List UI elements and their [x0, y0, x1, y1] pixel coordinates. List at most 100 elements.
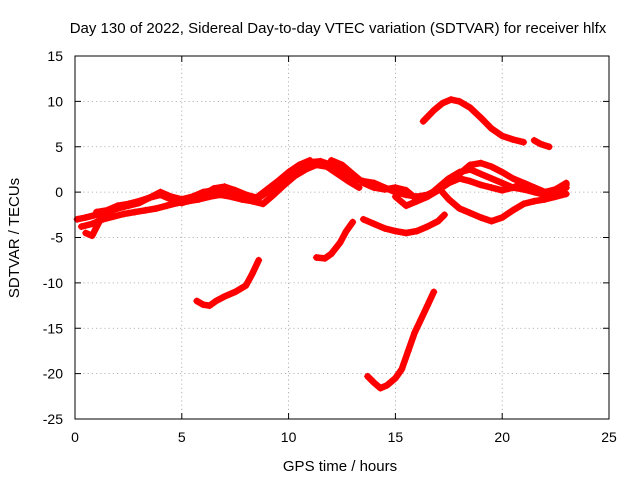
data-point — [488, 175, 496, 183]
data-point — [466, 177, 474, 185]
data-point — [359, 177, 367, 185]
data-point — [167, 195, 175, 203]
y-tick-label: 0 — [55, 184, 63, 200]
data-point — [285, 168, 293, 176]
data-point — [381, 184, 389, 192]
data-series-track-i — [419, 96, 528, 146]
data-point — [466, 104, 474, 112]
data-point — [295, 161, 303, 169]
data-point — [509, 175, 517, 183]
data-point — [477, 181, 485, 189]
data-point — [259, 200, 267, 208]
data-series-track-m — [359, 211, 449, 237]
data-point — [114, 202, 122, 210]
data-point — [321, 254, 329, 262]
data-point — [562, 181, 570, 189]
data-point — [323, 163, 331, 171]
data-point — [105, 211, 113, 219]
data-point — [402, 202, 410, 210]
data-point — [342, 227, 350, 235]
data-series-group — [73, 96, 570, 392]
x-tick-label: 10 — [281, 429, 297, 445]
data-point — [423, 302, 431, 310]
data-point — [97, 215, 105, 223]
data-point — [477, 214, 485, 222]
data-point — [530, 184, 538, 192]
data-point — [141, 206, 149, 214]
x-axis-label: GPS time / hours — [283, 458, 397, 475]
data-point — [199, 301, 207, 309]
data-point — [242, 191, 250, 199]
data-point — [430, 106, 438, 114]
data-series-track-l — [312, 218, 357, 262]
data-point — [552, 186, 560, 194]
data-point — [509, 135, 517, 143]
data-point — [438, 99, 446, 107]
data-series-track-j — [530, 136, 553, 151]
data-point — [488, 163, 496, 171]
data-point — [263, 185, 271, 193]
data-point — [88, 220, 96, 228]
data-point — [212, 297, 220, 305]
data-point — [402, 229, 410, 237]
data-point — [498, 168, 506, 176]
data-series-track-k — [193, 256, 263, 310]
data-point — [488, 184, 496, 192]
data-point — [152, 204, 160, 212]
data-point — [82, 229, 90, 237]
x-tick-label: 5 — [178, 429, 186, 445]
data-point — [124, 200, 132, 208]
data-point — [291, 172, 299, 180]
data-point — [238, 195, 246, 203]
data-point — [248, 270, 256, 278]
data-point — [423, 193, 431, 201]
data-point — [552, 193, 560, 201]
data-point — [193, 297, 201, 305]
data-point — [381, 224, 389, 232]
x-tick-label: 25 — [601, 429, 617, 445]
chart-title: Day 130 of 2022, Sidereal Day-to-day VTE… — [70, 20, 607, 37]
data-point — [477, 170, 485, 178]
data-point — [199, 191, 207, 199]
data-point — [370, 220, 378, 228]
data-point — [488, 125, 496, 133]
data-point — [402, 191, 410, 199]
data-point — [77, 223, 85, 231]
series-band — [82, 211, 113, 239]
x-tick-label: 20 — [494, 429, 510, 445]
data-point — [445, 179, 453, 187]
data-point — [344, 177, 352, 185]
data-point — [359, 215, 367, 223]
data-point — [498, 186, 506, 194]
data-point — [280, 181, 288, 189]
series-band — [419, 96, 527, 146]
data-series-track-h — [438, 188, 570, 225]
data-point — [537, 140, 545, 148]
y-tick-label: -20 — [43, 366, 63, 382]
data-point — [466, 209, 474, 217]
data-point — [417, 315, 425, 323]
axis-ticks — [74, 55, 610, 420]
series-band — [439, 188, 570, 225]
data-point — [370, 179, 378, 187]
data-point — [445, 195, 453, 203]
data-point — [477, 114, 485, 122]
y-tick-label: 15 — [47, 48, 63, 64]
data-point — [391, 374, 399, 382]
data-point — [327, 156, 335, 164]
data-point — [336, 239, 344, 247]
data-point — [355, 184, 363, 192]
data-point — [210, 184, 218, 192]
data-point — [520, 200, 528, 208]
data-point — [391, 193, 399, 201]
data-point — [92, 208, 100, 216]
y-tick-label: 5 — [55, 139, 63, 155]
data-point — [163, 202, 171, 210]
data-point — [221, 183, 229, 191]
data-point — [376, 384, 384, 392]
data-point — [349, 218, 357, 226]
y-tick-label: -5 — [51, 230, 64, 246]
data-point — [488, 217, 496, 225]
data-point — [156, 191, 164, 199]
